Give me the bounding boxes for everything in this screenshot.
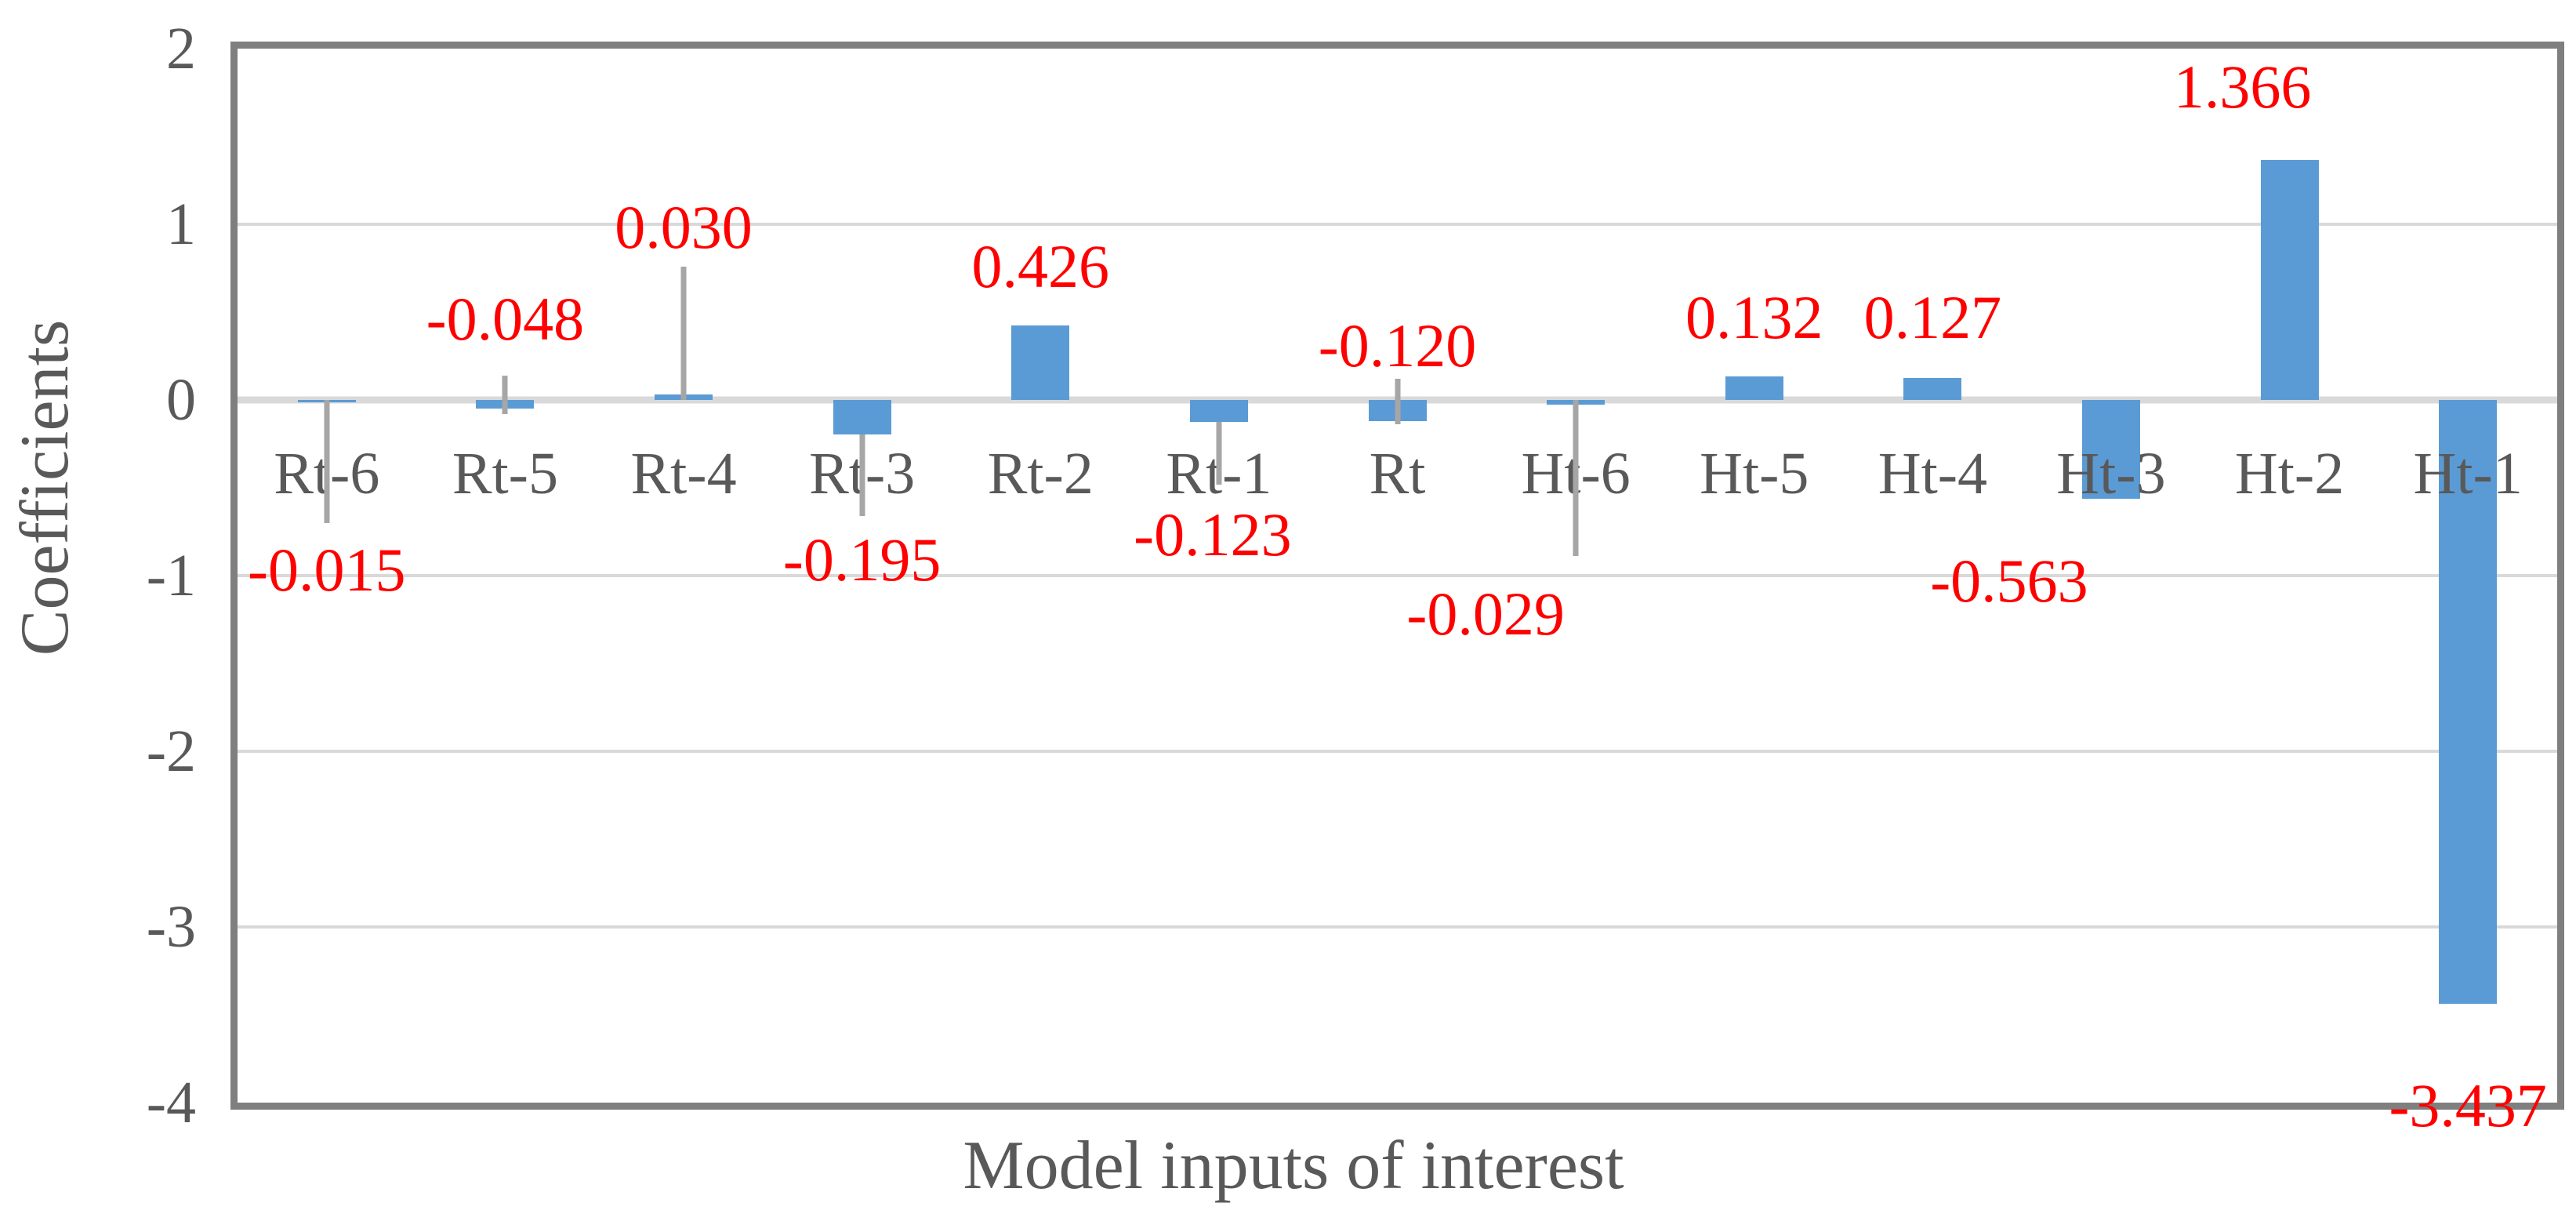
error-bar-rt-3 <box>859 434 865 516</box>
y-tick-label--3: -3 <box>146 894 196 960</box>
error-bar-rt-5 <box>502 375 508 414</box>
data-label-rt-1: -0.123 <box>1134 500 1292 569</box>
y-tick-label--2: -2 <box>146 718 196 784</box>
category-label-rt-4: Rt-4 <box>630 441 737 507</box>
gridline-y-1 <box>238 574 2557 577</box>
data-label-rt: -0.120 <box>1318 311 1477 380</box>
y-tick-label-2: 2 <box>166 16 196 82</box>
category-label-ht-5: Ht-5 <box>1700 441 1809 507</box>
error-bar-ht-6 <box>1573 400 1579 557</box>
data-label-rt-5: -0.048 <box>426 284 585 353</box>
error-bar-rt-6 <box>324 400 330 523</box>
data-label-ht-3: -0.563 <box>1930 546 2088 615</box>
data-label-rt-6: -0.015 <box>248 536 406 605</box>
data-label-ht-6: -0.029 <box>1406 580 1565 649</box>
data-label-rt-3: -0.195 <box>782 525 942 594</box>
y-tick-label-1: 1 <box>166 191 196 257</box>
bar-ht-3 <box>2081 400 2140 500</box>
data-label-rt-2: 0.426 <box>971 231 1110 300</box>
category-label-rt-5: Rt-5 <box>452 441 558 507</box>
bar-rt-1 <box>1189 400 1248 422</box>
bar-ht-5 <box>1725 376 1783 400</box>
data-label-ht-4: 0.127 <box>1863 282 2002 351</box>
category-label-ht-1: Ht-1 <box>2413 441 2523 507</box>
bar-ht-4 <box>1903 377 1962 400</box>
error-bar-rt <box>1395 379 1400 425</box>
category-label-rt: Rt <box>1369 441 1426 507</box>
category-label-ht-3: Ht-3 <box>2056 441 2166 507</box>
data-label-rt-4: 0.030 <box>615 193 753 262</box>
x-axis-title: Model inputs of interest <box>963 1128 1624 1204</box>
error-bar-rt-1 <box>1216 421 1222 485</box>
data-label-ht-2: 1.366 <box>2173 53 2312 122</box>
gridline-y-2 <box>238 750 2557 753</box>
bar-ht-2 <box>2260 160 2319 400</box>
category-label-ht-4: Ht-4 <box>1878 441 1987 507</box>
data-label-ht-1: -3.437 <box>2389 1071 2547 1140</box>
bar-ht-1 <box>2439 400 2498 1004</box>
y-tick-label-0: 0 <box>166 367 196 433</box>
y-tick-label--1: -1 <box>146 543 196 609</box>
gridline-y1 <box>238 223 2557 226</box>
error-bar-rt-4 <box>680 266 687 400</box>
gridline-y-3 <box>238 925 2557 929</box>
y-tick-label--4: -4 <box>146 1070 196 1136</box>
plot-area: -0.015 Rt-6 -0.048 Rt-5 0.030 Rt-4 -0.195 Rt-3 0… <box>230 42 2564 1136</box>
category-label-ht-2: Ht-2 <box>2234 441 2345 507</box>
category-label-rt-2: Rt-2 <box>987 441 1094 507</box>
bar-rt-2 <box>1011 325 1070 400</box>
data-label-ht-5: 0.132 <box>1685 282 1823 351</box>
bar-rt-3 <box>833 400 891 434</box>
